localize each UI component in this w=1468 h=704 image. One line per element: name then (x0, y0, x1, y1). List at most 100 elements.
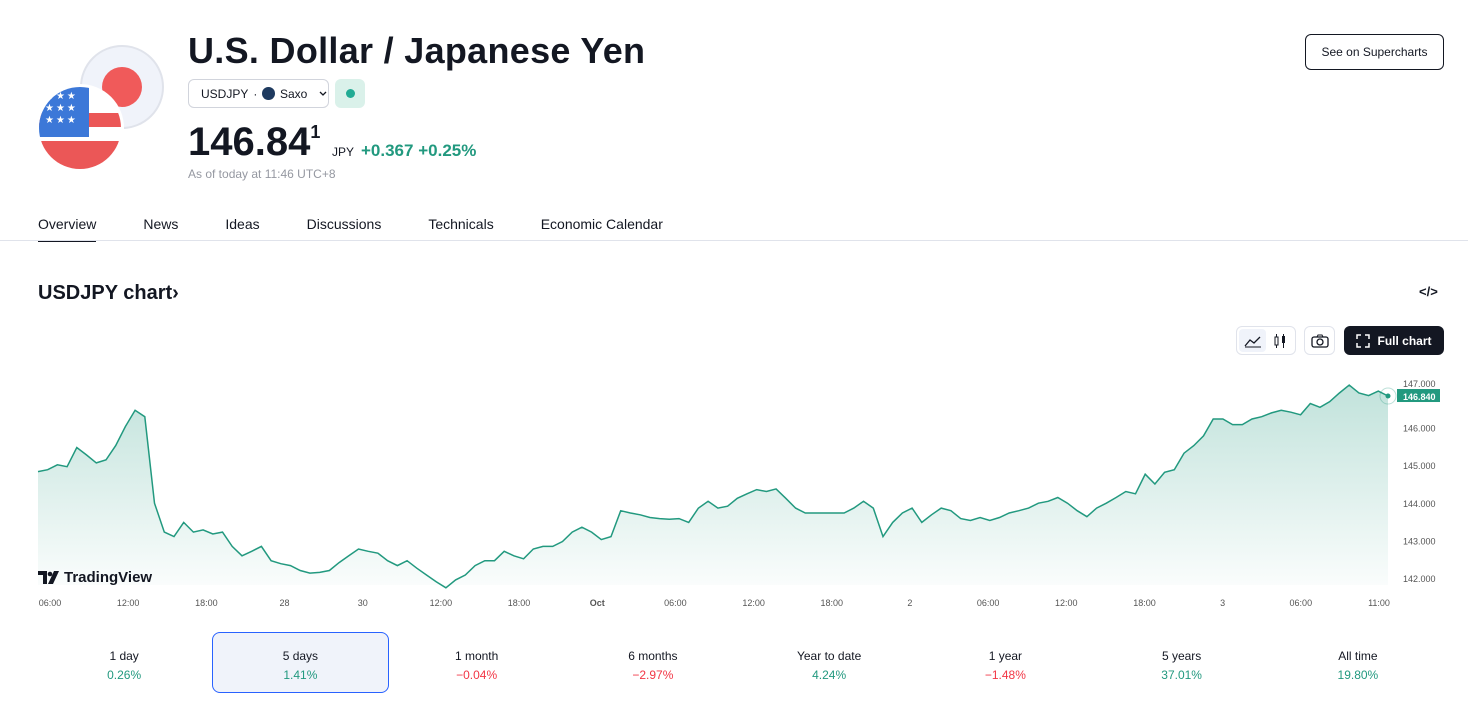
period-label: 5 days (282, 649, 319, 663)
period-all-time[interactable]: All time 19.80% (1270, 632, 1446, 693)
chevron-right-icon: › (172, 282, 179, 304)
tab-bar: Overview News Ideas Discussions Technica… (38, 216, 710, 242)
y-tick-label: 146.000 (1403, 424, 1436, 434)
last-value-badge (1397, 389, 1440, 403)
last-point-halo (1379, 387, 1397, 405)
period-change: −2.97% (632, 668, 674, 682)
x-tick-label: 11:00 (1368, 598, 1390, 608)
symbol-label: USDJPY (201, 86, 249, 101)
period-1-day[interactable]: 1 day 0.26% (36, 632, 212, 693)
y-tick-label: 143.000 (1403, 536, 1436, 546)
y-tick-label: 147.000 (1403, 379, 1436, 389)
tab-ideas[interactable]: Ideas (225, 216, 260, 232)
period-change: −1.48% (984, 668, 1026, 682)
period-change: 4.24% (812, 668, 847, 682)
last-value-label: 146.840 (1403, 392, 1436, 402)
x-tick-label: 3 (1220, 598, 1225, 608)
tab-discussions[interactable]: Discussions (306, 216, 382, 232)
embed-code-button[interactable]: </> (1419, 284, 1438, 299)
tab-news[interactable]: News (143, 216, 179, 232)
y-tick-label: 145.000 (1403, 461, 1436, 471)
chart-title: USDJPY chart (38, 282, 173, 304)
tab-technicals[interactable]: Technicals (428, 216, 494, 232)
period-change: −0.04% (456, 668, 498, 682)
tradingview-logo[interactable]: TradingView (38, 569, 152, 586)
change-pct: +0.25% (418, 141, 477, 160)
change-abs: +0.367 (361, 141, 414, 160)
period-label: 1 day (109, 649, 139, 663)
price-main: 146.84 (188, 120, 311, 164)
price-line (37, 384, 1389, 589)
period-6-months[interactable]: 6 months −2.97% (565, 632, 741, 693)
performance-periods: 1 day 0.26% 5 days 1.41% 1 month −0.04% 6 mont… (36, 632, 1446, 693)
period-label: 1 year (988, 649, 1023, 663)
period-year-to-date[interactable]: Year to date 4.24% (741, 632, 917, 693)
x-tick-label: 18:00 (820, 598, 843, 608)
area-fill (38, 385, 1388, 588)
as-of-timestamp: As of today at 11:46 UTC+8 (188, 167, 336, 181)
candles-icon (1274, 333, 1285, 348)
x-tick-label: 12:00 (430, 598, 453, 608)
y-tick-label: 144.000 (1403, 499, 1436, 509)
period-label: All time (1338, 649, 1378, 663)
y-tick-label: 142.000 (1403, 574, 1436, 584)
snapshot-button[interactable] (1304, 326, 1335, 355)
period-change: 37.01% (1161, 668, 1202, 682)
tab-overview[interactable]: Overview (38, 216, 97, 242)
x-tick-label: 18:00 (508, 598, 531, 608)
x-tick-label: Oct (590, 598, 605, 608)
separator: · (253, 86, 258, 101)
period-change: 1.41% (283, 668, 318, 682)
x-tick-label: 06:00 (1290, 598, 1313, 608)
candles-chart-button[interactable] (1266, 329, 1293, 352)
exchange-label: Saxo (279, 86, 308, 101)
chart-title-link[interactable]: USDJPY chart› (38, 282, 179, 305)
period-label: 5 years (1161, 649, 1202, 663)
tab-economic-calendar[interactable]: Economic Calendar (540, 216, 663, 232)
price-sup: 1 (310, 122, 321, 142)
tradingview-logo-icon (38, 571, 59, 584)
camera-icon (1310, 334, 1329, 348)
price: 146.841 (188, 120, 320, 165)
chevron-down-icon (319, 91, 327, 96)
period-1-year[interactable]: 1 year −1.48% (917, 632, 1093, 693)
x-tick-label: 06:00 (664, 598, 687, 608)
area-chart-icon (1244, 336, 1261, 347)
x-tick-label: 12:00 (742, 598, 765, 608)
symbol-exchange-dropdown[interactable]: USDJPY · Saxo (188, 79, 329, 108)
period-change: 0.26% (107, 668, 142, 682)
page-title: U.S. Dollar / Japanese Yen (188, 30, 646, 71)
period-5-years[interactable]: 5 years 37.01% (1094, 632, 1270, 693)
x-tick-label: 2 (907, 598, 912, 608)
last-point (1385, 393, 1391, 399)
price-chart[interactable]: 142.000 143.000 144.000 145.000 146.000 147.0… (0, 360, 1468, 615)
market-open-dot-icon (346, 89, 355, 98)
x-tick-label: 12:00 (117, 598, 140, 608)
see-on-supercharts-button[interactable]: See on Supercharts (1305, 34, 1444, 70)
x-tick-label: 06:00 (39, 598, 62, 608)
area-chart-button[interactable] (1239, 329, 1266, 352)
tradingview-wordmark: TradingView (64, 569, 153, 586)
period-label: 1 month (454, 649, 499, 663)
x-tick-label: 12:00 (1055, 598, 1078, 608)
market-status-button[interactable] (335, 79, 365, 108)
divider (0, 240, 1468, 241)
x-tick-label: 18:00 (1133, 598, 1156, 608)
period-5-days[interactable]: 5 days 1.41% (212, 632, 389, 693)
period-label: 6 months (628, 649, 678, 663)
chart-style-toggle (1236, 326, 1296, 355)
full-chart-label: Full chart (1377, 333, 1432, 348)
period-change: 19.80% (1337, 668, 1379, 682)
x-tick-label: 18:00 (195, 598, 218, 608)
x-tick-label: 30 (358, 598, 368, 608)
currency: JPY (332, 145, 355, 159)
period-1-month[interactable]: 1 month −0.04% (389, 632, 565, 693)
full-chart-button[interactable]: Full chart (1344, 326, 1444, 355)
fullscreen-icon (1356, 333, 1371, 348)
x-tick-label: 28 (280, 598, 290, 608)
us-flag-icon: ★★★ ★★★ ★★★ (36, 84, 124, 172)
saxo-logo-icon (262, 87, 275, 100)
period-label: Year to date (796, 649, 862, 663)
price-change: +0.367 +0.25% (361, 141, 476, 161)
x-tick-label: 06:00 (977, 598, 1000, 608)
